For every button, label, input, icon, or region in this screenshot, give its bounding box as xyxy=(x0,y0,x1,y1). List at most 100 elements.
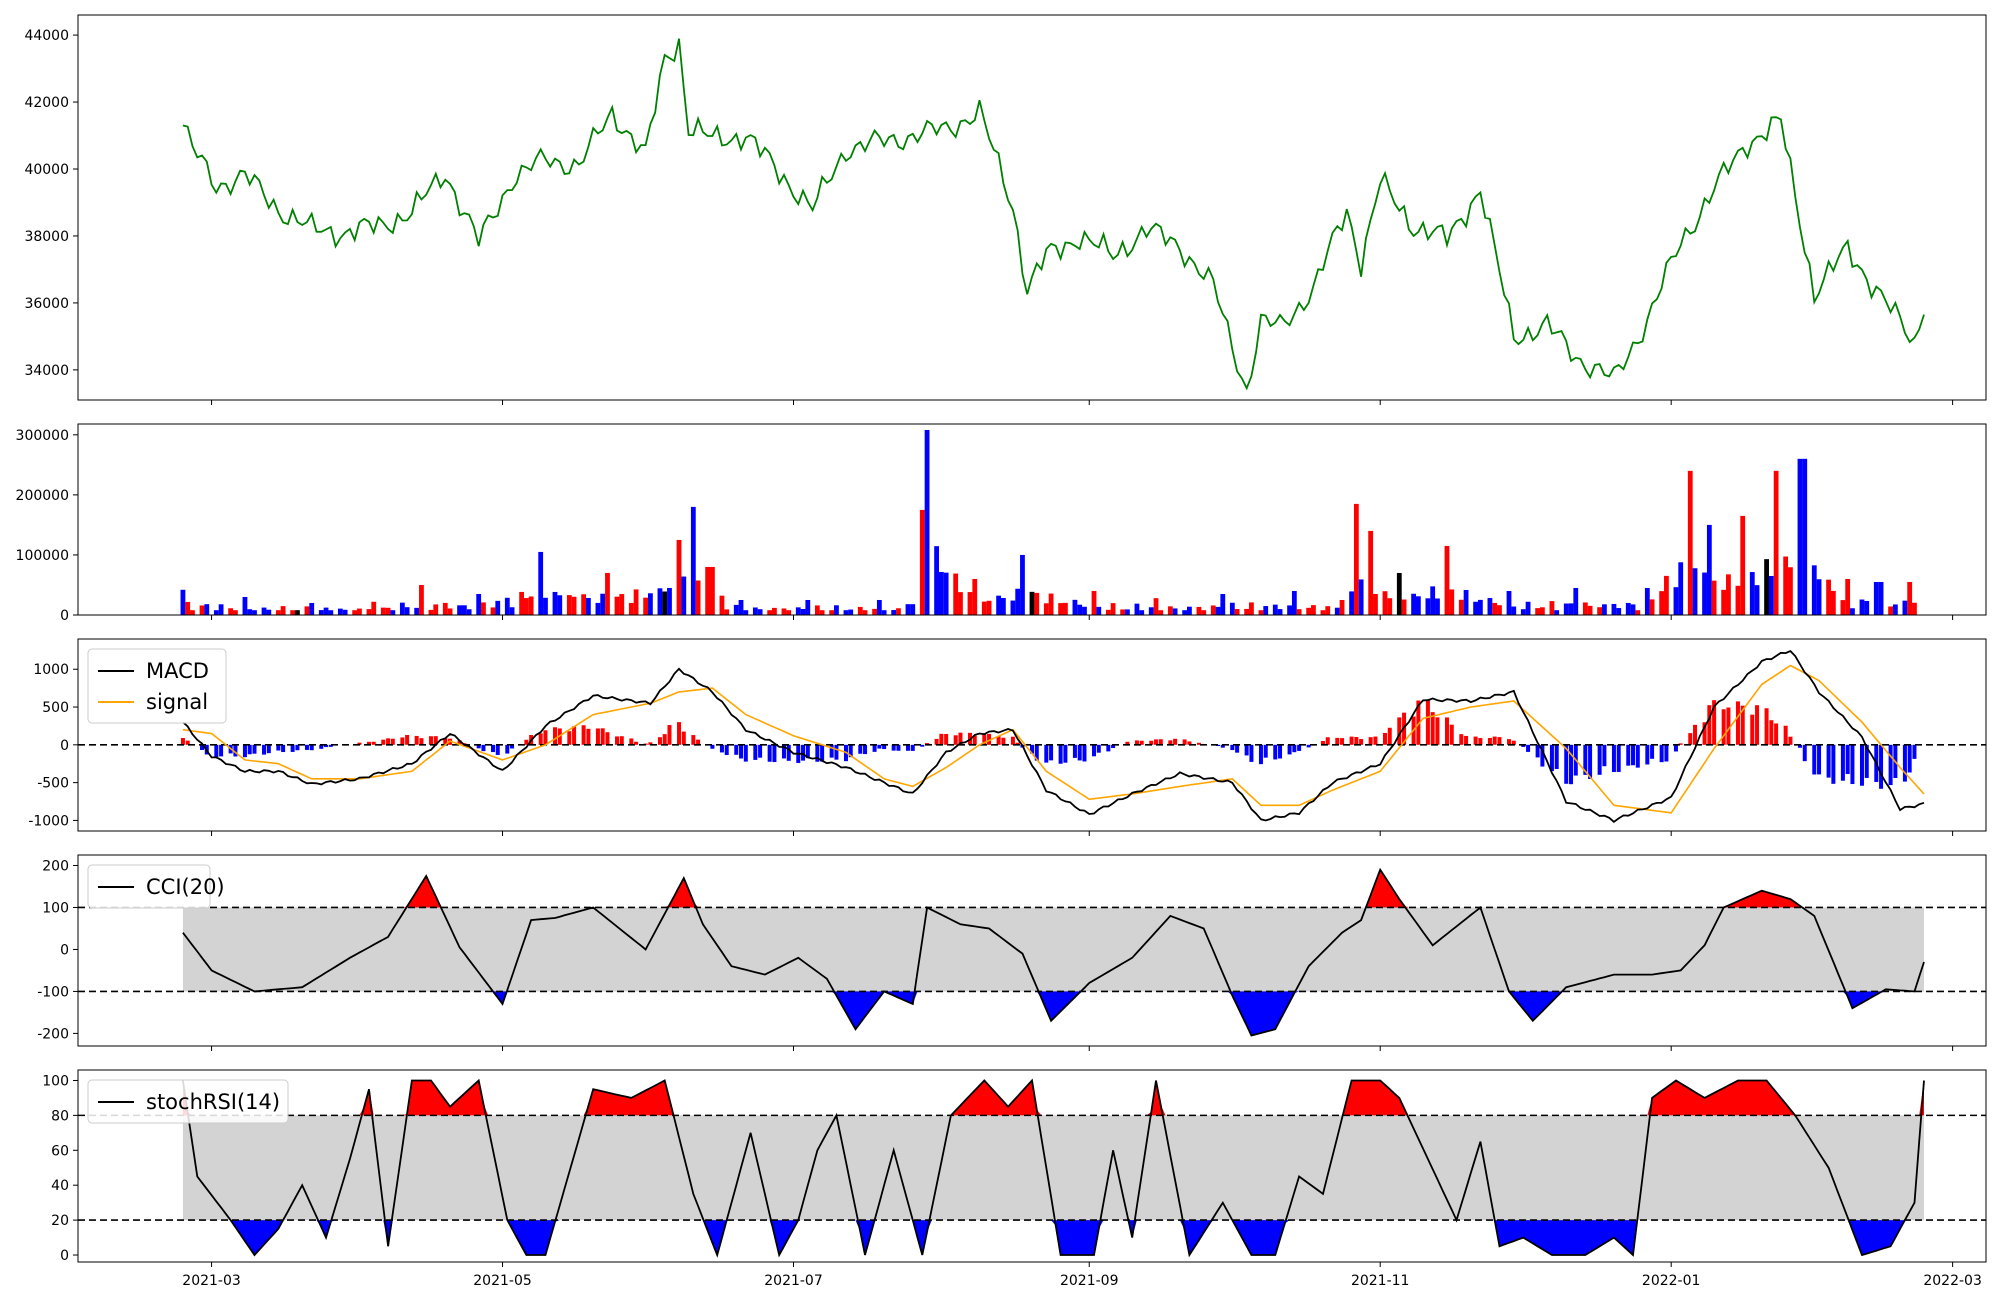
macd-histogram-bar xyxy=(1082,744,1087,762)
overbought-fill xyxy=(182,869,1924,908)
macd-histogram-bar xyxy=(1721,709,1726,745)
macd-histogram-bar xyxy=(996,736,1001,745)
macd-histogram-bar xyxy=(1320,741,1325,745)
volume-bar xyxy=(834,605,839,615)
volume-bar xyxy=(896,608,901,615)
volume-bar xyxy=(1172,608,1178,615)
macd-histogram-bar xyxy=(934,738,939,745)
volume-bar xyxy=(1287,605,1292,615)
macd-histogram-bar xyxy=(1430,712,1435,745)
volume-bar xyxy=(1573,587,1579,615)
volume-bar xyxy=(958,592,963,615)
volume-bar xyxy=(752,607,758,615)
volume-bar xyxy=(1721,589,1727,615)
macd-histogram-bar xyxy=(290,744,295,752)
volume-bar xyxy=(919,509,925,615)
volume-bar xyxy=(1043,603,1049,615)
volume-bar xyxy=(1291,590,1297,615)
macd-histogram-bar xyxy=(1840,744,1845,781)
volume-bar xyxy=(786,610,792,615)
volume-bar xyxy=(648,593,653,615)
macd-histogram-bar xyxy=(605,732,610,745)
macd-histogram-bar xyxy=(1726,707,1731,745)
volume-bar xyxy=(695,580,701,615)
volume-panel: 0 100000 200000 300000 xyxy=(16,423,1987,624)
macd-histogram-bar xyxy=(753,744,758,760)
macd-histogram-bar xyxy=(1359,739,1364,745)
macd-histogram-bar xyxy=(1583,744,1588,775)
macd-histogram-bar xyxy=(1888,744,1893,786)
volume-bar xyxy=(1320,610,1326,615)
y-tick-label: 20 xyxy=(51,1213,69,1229)
x-tick-label: 2021-07 xyxy=(764,1273,823,1289)
macd-histogram-bar xyxy=(863,744,868,755)
macd-histogram-bar xyxy=(1182,739,1187,745)
volume-bar xyxy=(1811,565,1817,615)
macd-histogram-bar xyxy=(510,744,515,749)
volume-bar xyxy=(619,594,625,615)
volume-bar xyxy=(581,594,587,615)
volume-bar xyxy=(924,430,930,615)
macd-histogram-bar xyxy=(366,741,371,745)
neutral-band xyxy=(182,907,1924,992)
volume-bar xyxy=(1010,600,1016,615)
volume-bar xyxy=(1110,603,1116,615)
macd-histogram-bar xyxy=(872,744,877,752)
macd-histogram-bar xyxy=(1635,744,1640,768)
macd-histogram-bar xyxy=(910,744,915,751)
volume-bar xyxy=(1015,588,1021,615)
volume-bar xyxy=(819,610,825,615)
volume-bar xyxy=(428,609,434,615)
volume-bar xyxy=(1602,604,1607,615)
volume-bar xyxy=(1349,591,1354,615)
volume-bar xyxy=(1611,603,1617,615)
volume-bar xyxy=(676,539,682,615)
macd-histogram-bar xyxy=(1235,744,1240,753)
macd-histogram-bar xyxy=(1688,733,1693,745)
volume-bar xyxy=(552,591,558,615)
volume-bar xyxy=(466,609,472,615)
y-tick-label: 1000 xyxy=(33,662,69,678)
volume-bar xyxy=(519,591,525,615)
macd-histogram-bar xyxy=(1650,744,1655,759)
volume-bar xyxy=(399,602,405,615)
volume-bar xyxy=(1754,585,1760,615)
volume-bar xyxy=(1840,600,1846,615)
macd-histogram-bar xyxy=(1187,741,1192,745)
macd-histogram-bar xyxy=(1564,744,1569,784)
macd-histogram-bar xyxy=(1678,743,1683,745)
macd-histogram-bar xyxy=(1664,744,1669,762)
macd-histogram-bar xyxy=(309,744,314,751)
volume-bar xyxy=(1229,602,1235,615)
x-tick-label: 2022-01 xyxy=(1642,1273,1701,1289)
volume-bar xyxy=(233,610,238,615)
volume-bar xyxy=(1196,606,1202,615)
y-tick-label: -100 xyxy=(37,984,69,1000)
volume-bar xyxy=(1764,559,1769,615)
volume-bar xyxy=(600,593,606,615)
volume-bar xyxy=(757,609,763,615)
macd-histogram-bar xyxy=(1826,744,1831,778)
volume-bar xyxy=(1430,586,1436,615)
y-tick-label: 0 xyxy=(60,738,69,754)
macd-histogram-bar xyxy=(1755,705,1760,745)
macd-histogram-bar xyxy=(772,744,777,763)
axes-frame xyxy=(77,638,1987,832)
macd-histogram-bar xyxy=(1497,737,1502,745)
volume-bar xyxy=(1539,607,1545,615)
volume-bar xyxy=(504,597,510,615)
macd-histogram-bar xyxy=(1154,739,1159,745)
macd-histogram-bar xyxy=(1297,744,1302,751)
volume-bar xyxy=(981,601,987,615)
y-tick-label: 200000 xyxy=(16,488,69,504)
volume-bar xyxy=(476,593,482,615)
volume-bar xyxy=(1850,608,1855,615)
overbought-fill xyxy=(182,1080,1924,1116)
volume-bar xyxy=(1201,610,1207,615)
volume-bar xyxy=(495,600,501,615)
macd-histogram-bar xyxy=(295,744,300,751)
macd-histogram-bar xyxy=(219,744,224,757)
volume-bar xyxy=(705,566,711,615)
volume-bar xyxy=(1554,610,1560,615)
macd-histogram-bar xyxy=(433,736,438,745)
